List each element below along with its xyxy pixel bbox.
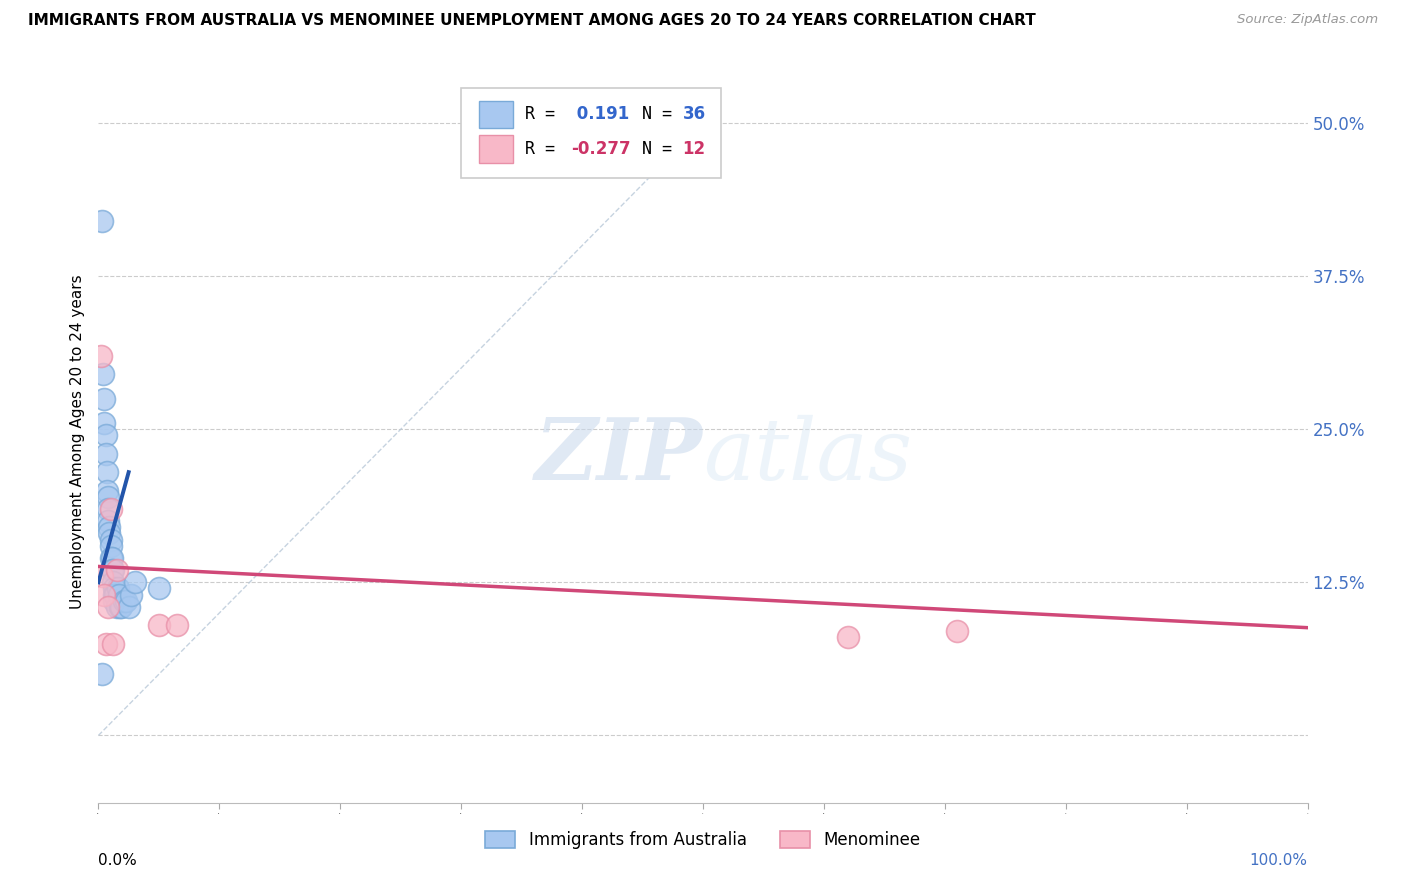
- Text: IMMIGRANTS FROM AUSTRALIA VS MENOMINEE UNEMPLOYMENT AMONG AGES 20 TO 24 YEARS CO: IMMIGRANTS FROM AUSTRALIA VS MENOMINEE U…: [28, 13, 1036, 29]
- Point: [101, 637, 124, 651]
- Point: [118, 599, 141, 614]
- Point: [97, 514, 120, 528]
- Point: [91, 214, 114, 228]
- Text: 0.191: 0.191: [571, 105, 630, 123]
- Point: [98, 520, 121, 534]
- Point: [105, 599, 128, 614]
- Point: [104, 588, 127, 602]
- Text: 0.0%: 0.0%: [98, 854, 138, 869]
- Text: R =: R =: [526, 140, 565, 158]
- Point: [166, 618, 188, 632]
- Text: N =: N =: [631, 140, 682, 158]
- FancyBboxPatch shape: [461, 87, 721, 178]
- Point: [100, 502, 122, 516]
- Legend: Immigrants from Australia, Menominee: Immigrants from Australia, Menominee: [479, 824, 927, 856]
- Point: [96, 483, 118, 498]
- Point: [124, 575, 146, 590]
- Point: [91, 367, 114, 381]
- Point: [100, 563, 122, 577]
- Point: [148, 582, 170, 596]
- Point: [103, 588, 125, 602]
- Point: [837, 631, 859, 645]
- Text: 12: 12: [682, 140, 706, 158]
- Point: [93, 416, 115, 430]
- Point: [100, 539, 122, 553]
- Point: [103, 593, 125, 607]
- Point: [96, 465, 118, 479]
- Point: [108, 588, 131, 602]
- Text: atlas: atlas: [703, 415, 912, 498]
- Point: [101, 575, 124, 590]
- Point: [100, 550, 122, 565]
- Text: ZIP: ZIP: [536, 414, 703, 498]
- Point: [94, 428, 117, 442]
- Point: [93, 588, 115, 602]
- Point: [105, 563, 128, 577]
- Text: 100.0%: 100.0%: [1250, 854, 1308, 869]
- Point: [97, 502, 120, 516]
- Point: [91, 569, 114, 583]
- Point: [94, 637, 117, 651]
- Point: [110, 599, 132, 614]
- Point: [101, 563, 124, 577]
- Y-axis label: Unemployment Among Ages 20 to 24 years: Unemployment Among Ages 20 to 24 years: [69, 274, 84, 609]
- Point: [97, 490, 120, 504]
- Text: 36: 36: [682, 105, 706, 123]
- Point: [107, 582, 129, 596]
- Point: [94, 447, 117, 461]
- Point: [108, 599, 131, 614]
- Text: N =: N =: [631, 105, 682, 123]
- Point: [90, 349, 112, 363]
- Point: [98, 526, 121, 541]
- Point: [97, 599, 120, 614]
- FancyBboxPatch shape: [479, 101, 513, 128]
- FancyBboxPatch shape: [479, 136, 513, 162]
- Point: [115, 593, 138, 607]
- Point: [148, 618, 170, 632]
- Text: -0.277: -0.277: [571, 140, 631, 158]
- Point: [112, 593, 135, 607]
- Point: [103, 582, 125, 596]
- Point: [946, 624, 969, 639]
- Point: [100, 550, 122, 565]
- Point: [93, 392, 115, 406]
- Text: Source: ZipAtlas.com: Source: ZipAtlas.com: [1237, 13, 1378, 27]
- Text: R =: R =: [526, 105, 565, 123]
- Point: [91, 667, 114, 681]
- Point: [100, 533, 122, 547]
- Point: [120, 588, 142, 602]
